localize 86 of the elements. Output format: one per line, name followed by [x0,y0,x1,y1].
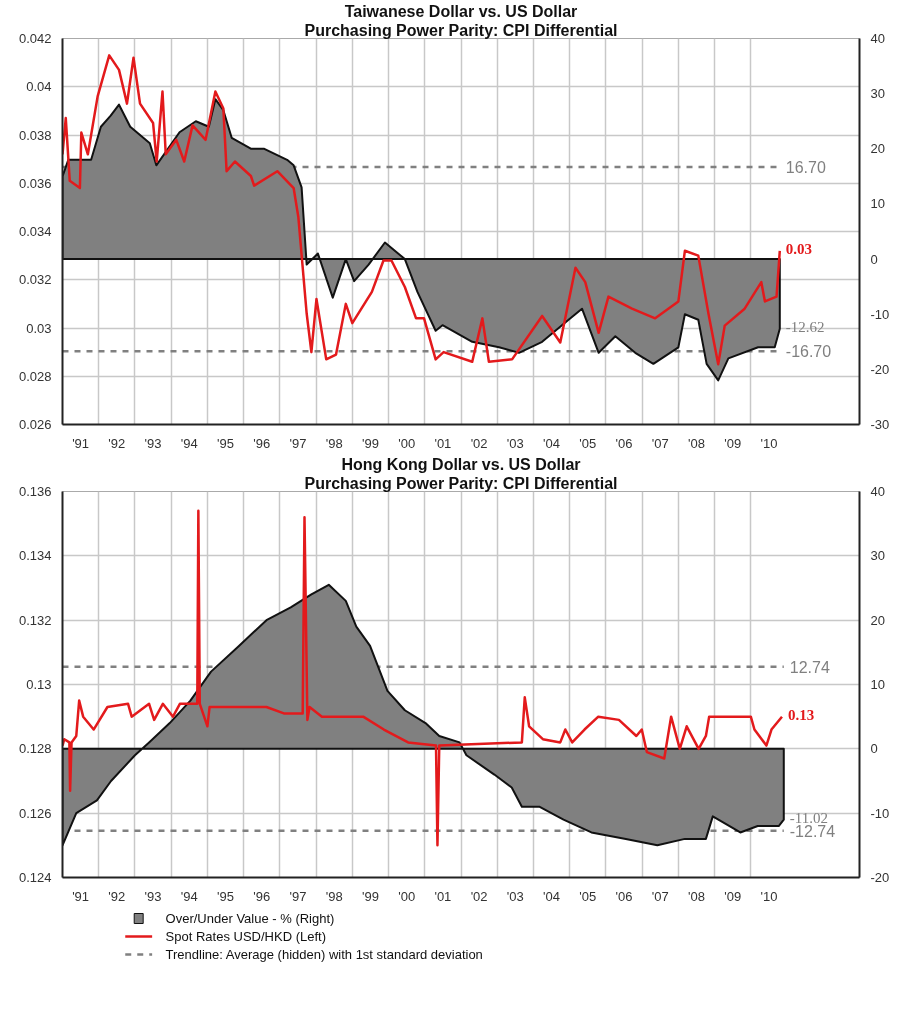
x-tick-label: '93 [144,888,162,904]
y2-tick-label: 0 [870,741,878,757]
x-tick-label: '93 [144,435,162,451]
chart-title: Taiwanese Dollar vs. US Dollar [344,2,578,20]
y-tick-label: 0.042 [18,31,52,46]
x-tick-label: '96 [253,435,271,451]
x-tick-label: '94 [180,888,198,904]
y-tick-label: 0.032 [18,272,52,288]
x-tick-label: '03 [506,888,524,904]
x-tick-label: '98 [325,435,343,451]
data-label: 0.13 [787,706,815,723]
x-tick-label: '04 [543,888,561,904]
y-tick-label: 0.124 [18,870,52,885]
x-tick-label: '00 [398,888,416,904]
x-tick-label: '91 [72,888,90,904]
x-tick-label: '04 [543,435,561,451]
y-tick-label: 0.026 [18,417,52,432]
x-tick-label: '06 [615,435,633,451]
x-tick-label: '09 [724,888,742,904]
line-series [62,54,782,366]
y2-tick-label: -30 [870,417,890,432]
y2-tick-label: -20 [870,870,890,885]
y2-tick-label: 30 [870,548,885,564]
y-tick-label: 0.136 [18,484,52,499]
y-tick-label: 0.128 [18,741,52,757]
x-tick-label: '10 [760,888,778,904]
x-tick-label: '08 [688,888,705,904]
y2-tick-label: -10 [870,306,890,322]
y2-tick-label: 0 [870,251,878,267]
x-tick-label: '08 [688,435,705,451]
y2-tick-label: 10 [870,196,885,212]
y-tick-label: 0.13 [26,677,52,692]
x-tick-label: '09 [724,435,742,451]
x-tick-label: '05 [579,888,597,904]
text: Trendline: Average (hidden) with 1st standard deviation [165,947,483,962]
chart-subtitle: Purchasing Power Parity: CPI Differential [304,21,618,39]
y2-tick-label: 30 [870,86,885,102]
y-tick-label: 0.04 [26,79,52,95]
y-tick-label: 0.038 [18,127,52,143]
chart-subtitle: Purchasing Power Parity: CPI Differential [304,474,618,492]
x-tick-label: '95 [217,435,234,451]
chart-title: Hong Kong Dollar vs. US Dollar [341,455,581,473]
x-tick-label: '07 [651,888,669,904]
x-tick-label: '06 [615,888,633,904]
x-tick-label: '92 [108,888,126,904]
y-tick-label: 0.028 [18,368,52,384]
x-tick-label: '97 [289,435,307,451]
legend-label: Spot Rates USD/HKD (Left) [165,929,326,944]
y2-tick-label: -10 [870,805,890,821]
x-tick-label: '05 [579,435,597,451]
x-tick-label: '92 [108,435,126,451]
y-tick-label: 0.132 [18,612,52,628]
x-tick-label: '99 [361,435,379,451]
x-tick-label: '96 [253,888,271,904]
y-tick-label: 0.126 [18,805,52,821]
line-series [62,509,784,847]
x-tick-label: '02 [470,888,488,904]
y2-tick-label: 40 [870,31,885,46]
y-tick-label: 0.034 [18,224,52,239]
x-tick-label: '01 [434,888,452,904]
x-tick-label: '94 [180,435,198,451]
y2-tick-label: 20 [870,141,885,157]
x-tick-label: '00 [398,435,416,451]
y2-tick-label: -20 [870,361,890,377]
x-tick-label: '97 [289,888,307,904]
ref-line-label: -16.70 [785,343,832,361]
ref-line-label: 16.70 [785,158,826,176]
data-label: -12.62 [785,318,825,335]
x-tick-label: '91 [72,435,90,451]
ref-line-label: 12.74 [789,658,830,676]
x-tick-label: '07 [651,435,669,451]
x-tick-label: '01 [434,435,452,451]
y2-tick-label: 40 [870,484,885,499]
y-tick-label: 0.03 [26,320,52,336]
y-tick-label: 0.134 [18,548,52,564]
x-tick-label: '10 [760,435,778,451]
y2-tick-label: 20 [870,612,885,628]
y-tick-label: 0.036 [18,175,52,191]
data-label: 0.03 [785,240,813,257]
y2-tick-label: 10 [870,677,885,692]
x-tick-label: '99 [361,888,379,904]
x-tick-label: '02 [470,435,488,451]
x-tick-label: '95 [217,888,234,904]
legend-label: Over/Under Value - % (Right) [165,911,335,926]
x-tick-label: '98 [325,888,343,904]
x-tick-label: '03 [506,435,524,451]
